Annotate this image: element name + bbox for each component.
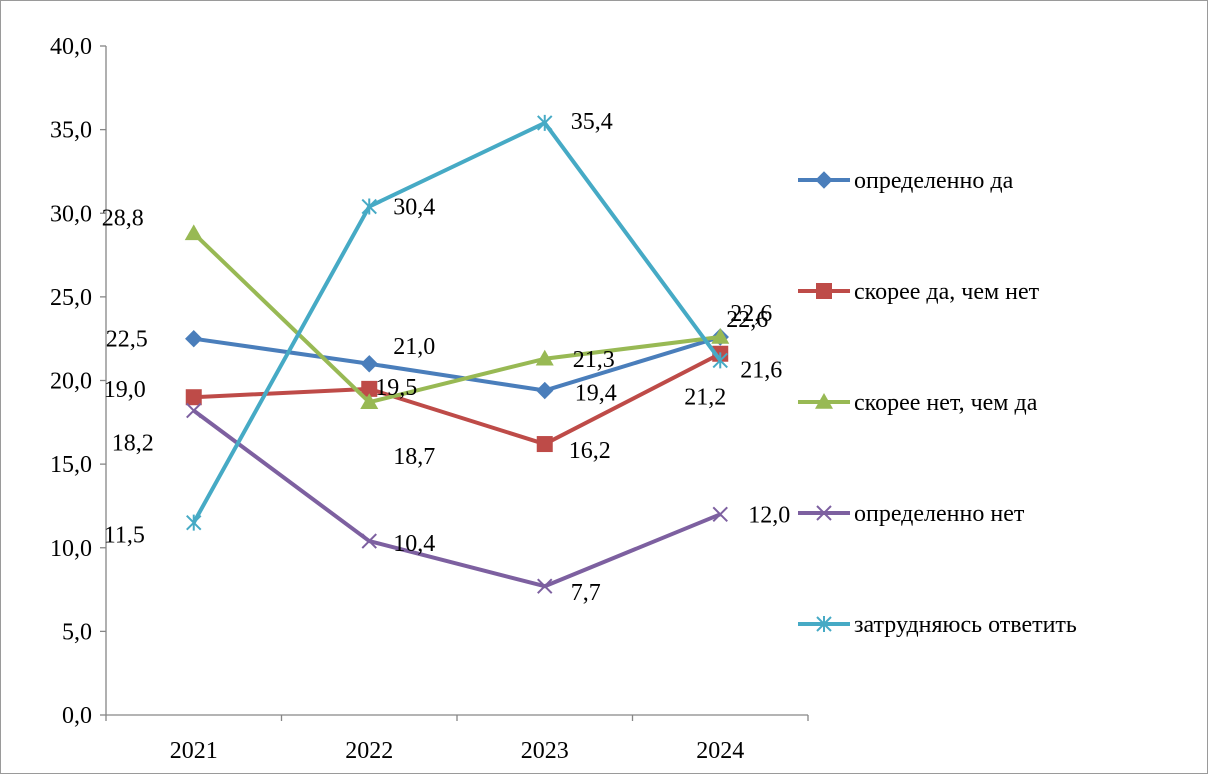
data-label: 18,2 <box>112 431 154 457</box>
y-tick-label: 20,0 <box>50 369 92 395</box>
legend-label: скорее да, чем нет <box>854 279 1040 305</box>
series-line <box>192 231 721 405</box>
x-icon <box>186 402 202 419</box>
triangle-icon <box>535 349 554 366</box>
data-label: 21,3 <box>573 347 615 373</box>
x-icon <box>537 578 553 594</box>
legend-label: определенно да <box>854 168 1014 194</box>
data-label: 21,0 <box>393 334 435 360</box>
square-icon <box>536 436 553 453</box>
data-labels: 22,5 21,0 19,4 22,6 19,0 19,5 16,2 21,6 28,8 18,7… <box>102 109 791 606</box>
asterisk-icon <box>361 198 377 215</box>
asterisk-icon <box>712 352 728 369</box>
y-tick-label: 40,0 <box>50 34 92 60</box>
x-tick-label: 2023 <box>521 738 569 764</box>
series-line <box>192 120 722 524</box>
legend-label: определенно нет <box>854 501 1025 527</box>
data-label: 30,4 <box>393 195 435 221</box>
data-label: 19,5 <box>375 375 417 401</box>
asterisk-icon <box>537 114 553 131</box>
y-tick-label: 30,0 <box>50 201 92 227</box>
data-label: 19,0 <box>104 377 146 403</box>
square-icon <box>361 380 378 397</box>
data-label: 21,2 <box>684 384 726 410</box>
data-label: 12,0 <box>748 502 790 528</box>
triangle-icon <box>184 224 203 241</box>
data-label: 35,4 <box>571 109 613 135</box>
data-label: 21,6 <box>740 358 782 384</box>
y-tick-label: 25,0 <box>50 285 92 311</box>
series-line <box>193 351 722 447</box>
asterisk-icon <box>186 514 202 531</box>
data-label: 22,6 <box>726 307 768 333</box>
y-tick-label: 10,0 <box>50 536 92 562</box>
square-icon <box>185 389 202 406</box>
y-tick-label: 35,0 <box>50 118 92 144</box>
triangle-icon <box>711 328 730 344</box>
data-label: 7,7 <box>571 580 601 606</box>
x-tick-label: 2022 <box>345 738 393 764</box>
diamond-icon <box>815 171 833 189</box>
diamond-icon <box>360 355 378 373</box>
x-icon <box>712 506 728 523</box>
series-layer <box>184 114 730 594</box>
data-label: 10,4 <box>393 531 435 557</box>
data-label: 19,4 <box>575 381 617 407</box>
legend: определенно да скорее да, чем нет скорее н… <box>798 168 1077 638</box>
y-tick-label: 0,0 <box>62 703 92 729</box>
x-icon <box>361 533 377 549</box>
triangle-icon <box>360 393 379 409</box>
x-icon <box>816 505 832 521</box>
data-label: 28,8 <box>102 205 144 231</box>
y-tick-label: 15,0 <box>50 452 92 478</box>
data-label: 22,6 <box>730 301 772 327</box>
triangle-icon <box>815 393 833 409</box>
data-label: 16,2 <box>569 438 611 464</box>
asterisk-icon <box>816 616 832 632</box>
y-tick-label: 5,0 <box>62 619 92 645</box>
series-line <box>192 408 722 589</box>
data-label: 22,5 <box>106 327 148 353</box>
series-line <box>193 335 721 393</box>
square-icon <box>816 283 832 299</box>
axes: 0,0 5,0 10,0 15,0 20,0 25,0 30,0 35,0 40,0 2021 20… <box>50 34 809 764</box>
diamond-icon <box>536 381 554 400</box>
x-tick-label: 2021 <box>170 738 218 764</box>
data-label: 18,7 <box>393 444 435 470</box>
legend-label: скорее нет, чем да <box>854 390 1038 416</box>
x-tick-label: 2024 <box>696 738 744 764</box>
diamond-icon <box>185 329 203 348</box>
data-label: 11,5 <box>104 523 145 549</box>
legend-label: затрудняюсь ответить <box>854 612 1077 638</box>
